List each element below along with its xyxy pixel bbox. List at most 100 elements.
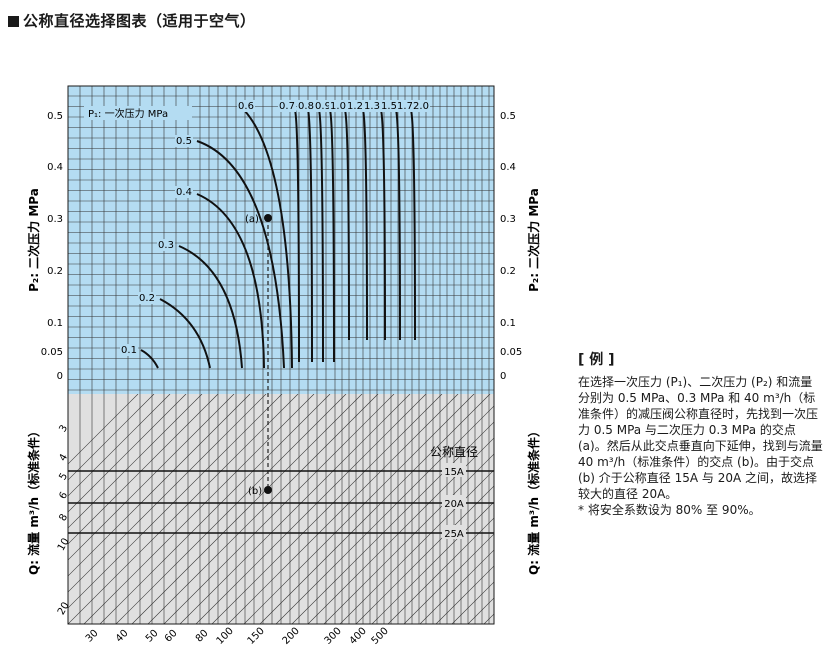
point-a-label: (a)	[245, 214, 259, 225]
flow-diagonal	[99, 394, 331, 624]
flow-diagonal	[307, 437, 494, 624]
p1-curve	[344, 109, 350, 341]
nominal-label-bg	[442, 495, 466, 509]
p1-curve-label: 0.3	[158, 240, 174, 251]
flow-diagonal	[275, 405, 494, 624]
flow-tick: 8	[57, 512, 70, 523]
flow-diagonal	[371, 501, 494, 624]
flow-diagonal	[68, 394, 171, 497]
flow-diagonal	[403, 533, 494, 624]
p1-curve	[380, 109, 386, 341]
flow-xtick: 100	[215, 626, 236, 647]
ytick-right: 0.3	[500, 214, 516, 225]
ytick-left: 0.05	[41, 347, 63, 358]
flow-diagonal	[195, 394, 427, 624]
p1-curve-label: 1.2	[347, 101, 363, 112]
flow-diagonal	[179, 394, 411, 624]
p1-curve	[307, 109, 313, 363]
p1-curve	[395, 109, 401, 341]
flow-diagonal	[259, 394, 491, 624]
flow-diagonal	[68, 394, 219, 545]
point-b-label: (b)	[248, 486, 262, 497]
flow-tick: 6	[57, 490, 70, 501]
p1-curve	[159, 298, 211, 369]
p1-curve	[410, 109, 416, 341]
p1-curve-label: 0.2	[139, 293, 155, 304]
p1-curve-label: 0.5	[176, 136, 192, 147]
flow-tick: 4	[57, 452, 70, 463]
title-square-icon	[8, 16, 19, 27]
example-heading: [ 例 ]	[578, 352, 615, 368]
flow-xtick: 300	[323, 626, 344, 647]
ytick-right: 0.1	[500, 318, 516, 329]
flow-diagonal	[243, 394, 475, 624]
p1-curves	[140, 109, 416, 369]
flow-diagonal	[291, 421, 494, 624]
flow-xtick: 200	[281, 626, 302, 647]
flow-diagonal	[83, 394, 315, 624]
p1-curve	[196, 140, 285, 369]
p1-curve	[329, 109, 335, 363]
nominal-label-bg	[442, 463, 466, 477]
flow-diagonal	[68, 394, 235, 561]
point-b	[264, 486, 272, 494]
point-a	[264, 214, 272, 222]
ytick-left: 0.2	[47, 266, 63, 277]
nominal-label-bg	[442, 525, 466, 539]
p1-curve-label: 1.5	[381, 101, 397, 112]
p1-curve-label: 0.8	[298, 101, 314, 112]
p1-curve-label: 0.7	[279, 101, 295, 112]
nominal-label: 25A	[444, 529, 464, 540]
flow-diagonal	[451, 581, 494, 624]
example-body: 在选择一次压力 (P₁)、二次压力 (P₂) 和流量分别为 0.5 MPa、0.…	[578, 375, 823, 501]
p1-curve	[362, 109, 368, 341]
ytick-left: 0.3	[47, 214, 63, 225]
ytick-right: 0.4	[500, 162, 516, 173]
flow-diagonal	[68, 394, 203, 529]
flow-diagonal	[131, 394, 363, 624]
flow-diagonal	[68, 394, 187, 513]
ytick-right: 0.2	[500, 266, 516, 277]
p1-curve-label: 0.6	[238, 101, 254, 112]
nominal-diameter-lines: 15A 20A 25A 公称直径	[68, 445, 494, 540]
ylabel-lower-right: Q: 流量 m³/h（标准条件）	[526, 425, 541, 575]
ytick-left: 0.5	[47, 111, 63, 122]
nominal-label: 15A	[444, 467, 464, 478]
p1-curve-label: 0.4	[176, 187, 192, 198]
nominal-label: 20A	[444, 499, 464, 510]
flow-xtick: 500	[370, 626, 391, 647]
flow-diagonal	[147, 394, 379, 624]
flow-diagonal	[227, 394, 459, 624]
p1-title: P₁: 一次压力 MPa	[88, 107, 168, 120]
ytick-right: 0.5	[500, 111, 516, 122]
flow-xtick: 400	[348, 626, 369, 647]
ytick-right: 0	[500, 371, 506, 382]
flow-tick: 5	[57, 471, 70, 482]
page-title: 公称直径选择图表（适用于空气）	[8, 10, 256, 31]
flow-xtick: 60	[163, 628, 180, 645]
flow-diagonal	[163, 394, 395, 624]
flow-diagonal	[419, 549, 494, 624]
p1-curve-label: 2.0	[413, 101, 429, 112]
p1-curve-label: 0.9	[315, 101, 331, 112]
flow-diagonal	[355, 485, 494, 624]
flow-diagonal	[68, 394, 283, 609]
p1-curve	[196, 193, 265, 369]
ytick-right: 0.05	[500, 347, 522, 358]
flow-tick: 3	[57, 423, 70, 434]
p1-curve-label: 1.7	[397, 101, 413, 112]
example-note: * 将安全系数设为 80% 至 90%。	[578, 503, 761, 517]
flow-diagonal	[68, 394, 267, 593]
flow-xtick: 80	[194, 628, 211, 645]
diagonal-lines	[68, 394, 494, 624]
flow-diagonal	[68, 394, 251, 577]
flow-diagonal	[68, 394, 155, 481]
nominal-title: 公称直径	[430, 445, 478, 459]
ylabel-lower-left: Q: 流量 m³/h（标准条件）	[26, 425, 41, 575]
flow-xtick: 50	[144, 628, 161, 645]
flow-diagonal	[115, 394, 347, 624]
page-title-text: 公称直径选择图表（适用于空气）	[23, 12, 256, 30]
flow-xtick: 30	[84, 628, 101, 645]
flow-diagonal	[435, 565, 494, 624]
